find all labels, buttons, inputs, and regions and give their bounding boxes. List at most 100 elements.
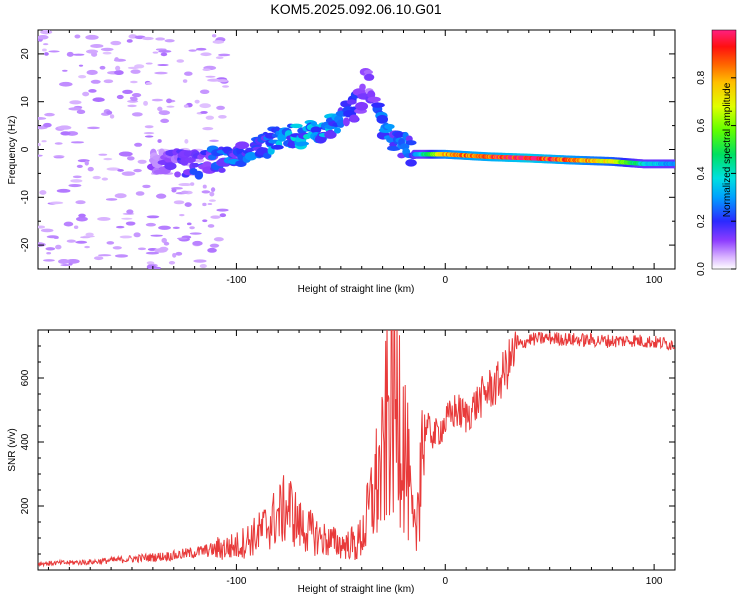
spectrogram-noise-blob (78, 213, 86, 218)
spectrogram-noise-blob (60, 131, 71, 136)
spectrogram-signal-blob (405, 159, 417, 167)
spectrogram-noise-blob (212, 34, 217, 38)
spectrogram-noise-blob (194, 99, 200, 104)
spectrogram-signal-blob (296, 141, 310, 146)
spectrogram-noise-blob (183, 104, 189, 108)
spectrogram-noise-blob (157, 139, 162, 143)
spectrogram-y-tick-label: -10 (20, 190, 31, 205)
spectrogram-signal-blob (290, 123, 303, 129)
spectrogram-noise-blob (48, 50, 60, 53)
spectrogram-signal-blob (174, 171, 181, 178)
spectrogram-noise-blob (202, 202, 207, 207)
spectrogram-noise-blob (56, 188, 71, 193)
spectrogram-noise-blob (101, 177, 109, 181)
spectrogram-noise-blob (106, 241, 115, 245)
spectrogram-noise-blob (84, 245, 90, 249)
spectrogram-noise-blob (88, 89, 97, 93)
spectrogram-noise-blob (41, 140, 47, 143)
spectrogram-noise-blob (39, 190, 47, 195)
spectrogram-noise-blob (125, 221, 136, 226)
spectrogram-noise-blob (209, 191, 215, 197)
spectrogram-noise-blob (126, 156, 135, 161)
spectrogram-noise-blob (135, 191, 145, 196)
spectrogram-noise-blob (99, 65, 106, 70)
spectrogram-band-core (672, 161, 675, 167)
spectrogram-noise-blob (192, 240, 203, 246)
spectrogram-noise-blob (189, 232, 202, 235)
spectrogram-noise-blob (119, 235, 133, 239)
spectrogram-noise-blob (58, 258, 70, 264)
snr-y-label: SNR (v/v) (7, 428, 18, 471)
spectrogram-noise-blob (151, 98, 164, 102)
spectrogram-noise-blob (175, 251, 183, 256)
spectrogram-noise-blob (121, 171, 136, 176)
spectrogram-noise-blob (100, 47, 114, 52)
spectrogram-noise-blob (70, 179, 83, 183)
spectrogram-noise-blob (160, 52, 168, 57)
spectrogram-noise-blob (219, 213, 227, 218)
spectrogram-noise-blob (38, 34, 49, 40)
spectrogram-noise-blob (157, 63, 169, 67)
spectrogram-noise-blob (179, 213, 185, 217)
colorbar-gradient (712, 30, 736, 269)
spectrogram-noise-blob (130, 69, 141, 74)
snr-x-label: Height of straight line (km) (298, 584, 415, 595)
spectrogram-y-tick-label: 0 (20, 146, 31, 152)
spectrogram-noise-blob (93, 256, 104, 261)
spectrogram-noise-blob (97, 217, 111, 221)
spectrogram-signal-blob (191, 162, 200, 168)
spectrogram-noise-blob (142, 184, 151, 189)
spectrogram-y-tick-label: 20 (20, 48, 31, 60)
spectrogram-noise-blob (209, 243, 220, 248)
spectrogram-noise-blob (85, 34, 99, 40)
spectrogram-noise-blob (133, 232, 141, 238)
spectrogram-noise-blob (222, 85, 230, 88)
spectrogram-signal-blob (393, 131, 403, 139)
spectrogram-noise-blob (116, 225, 125, 229)
spectrogram-noise-blob (218, 115, 227, 119)
spectrogram-noise-blob (83, 235, 95, 238)
spectrogram-y-tick-label: -20 (20, 237, 31, 252)
spectrogram-noise-blob (49, 201, 64, 205)
spectrogram-noise-blob (85, 49, 99, 54)
spectrogram-noise-blob (73, 225, 79, 230)
spectrogram-noise-blob (40, 30, 53, 35)
spectrogram-noise-blob (216, 105, 225, 110)
spectrogram-noise-blob (182, 79, 188, 83)
spectrogram-noise-blob (115, 65, 121, 71)
spectrogram-noise-blob (114, 70, 124, 76)
spectrogram-noise-blob (38, 242, 46, 247)
spectrogram-noise-blob (72, 53, 85, 56)
spectrogram-noise-blob (205, 75, 216, 78)
spectrogram-noise-blob (106, 167, 120, 171)
spectrogram-noise-blob (59, 81, 73, 87)
spectrogram-noise-blob (176, 59, 185, 63)
spectrogram-x-tick-label: 0 (442, 275, 448, 286)
spectrogram-noise-blob (72, 175, 82, 179)
snr-y-tick-label: 600 (20, 369, 31, 386)
spectrogram-noise-blob (137, 159, 147, 164)
spectrogram-noise-blob (141, 36, 154, 41)
colorbar: 0.0 0.2 0.4 0.6 0.8 Normalized spectral ampl… (696, 29, 737, 276)
spectrogram-noise-blob (109, 114, 115, 119)
spectrogram-noise-blob (61, 69, 68, 72)
spectrogram-noise-blob (38, 225, 46, 229)
spectrogram-noise-blob (126, 39, 133, 43)
spectrogram-noise-blob (114, 57, 120, 62)
spectrogram-signal-blob (164, 162, 177, 171)
spectrogram-noise-blob (189, 226, 195, 230)
spectrogram-noise-blob (199, 263, 207, 269)
spectrogram-noise-blob (210, 187, 216, 192)
spectrogram-noise-blob (154, 248, 168, 253)
spectrogram-noise-blob (76, 164, 83, 168)
spectrogram-signal-blob (270, 144, 284, 150)
spectrogram-noise-blob (188, 49, 197, 52)
spectrogram-frame (37, 29, 676, 270)
spectrogram-signal-blob (334, 127, 341, 134)
spectrogram-noise-blob (150, 234, 163, 237)
spectrogram-noise-blob (90, 79, 101, 84)
spectrogram-signal-blob (355, 101, 369, 111)
spectrogram-noise-blob (112, 246, 122, 250)
spectrogram-noise-blob (38, 154, 43, 157)
spectrogram-noise-blob (121, 217, 133, 220)
